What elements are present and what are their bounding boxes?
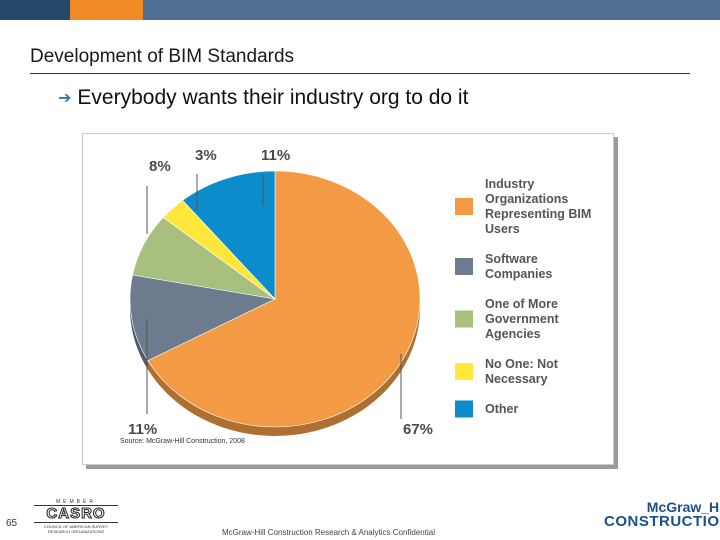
mcgraw-hill-logo: McGraw_Hill CONSTRUCTION: [604, 500, 720, 530]
casro-wordmark: CASRO: [34, 505, 118, 523]
legend-label: Companies: [485, 267, 552, 281]
bullet-item: ➔ Everybody wants their industry org to …: [58, 86, 468, 110]
legend-swatch: [455, 258, 473, 275]
legend-swatch: [455, 363, 473, 380]
casro-member-text: MEMBER: [56, 499, 96, 505]
pie-slice: [147, 170, 421, 428]
title-divider: [30, 73, 690, 74]
pie-chart: 67%11%8%3% 11%Source: McGraw-Hill Constru…: [120, 147, 591, 445]
percent-label: 67%: [403, 421, 433, 438]
slide-title: Development of BIM Standards: [30, 46, 295, 67]
mcgraw-hill-logo-line1: McGraw_Hill: [646, 499, 720, 515]
top-bar-segment-3: [143, 0, 720, 20]
percent-label: 11%: [128, 421, 157, 438]
mcgraw-hill-logo-line2: CONSTRUCTION: [604, 513, 720, 530]
legend-label: Users: [485, 222, 520, 236]
pie-slice: [182, 170, 276, 300]
percent-label: 11%: [261, 147, 290, 164]
legend-label: Organizations: [485, 192, 568, 206]
legend-label: Government: [485, 312, 559, 326]
legend-label: Necessary: [485, 372, 548, 386]
legend-label: No One: Not: [485, 357, 559, 371]
legend-label: Other: [485, 402, 518, 416]
top-bar-segment-2: [70, 0, 143, 20]
legend-swatch: [455, 310, 473, 328]
legend-label: Agencies: [485, 327, 541, 341]
chart-source-note: Source: McGraw-Hill Construction, 2008: [120, 438, 245, 445]
casro-logo: MEMBER CASRO COUNCIL OF AMERICAN SURVEY …: [34, 499, 118, 535]
pie-chart-frame: 67% 11% 8% 3% 11% Source: McGraw-Hill Constru…: [82, 133, 614, 465]
legend-swatch: [455, 198, 473, 215]
top-color-bar: [0, 0, 720, 20]
casro-subtitle: COUNCIL OF AMERICAN SURVEY RESEARCH ORGA…: [43, 524, 108, 534]
top-bar-segment-1: [0, 0, 70, 20]
legend-label: One of More: [485, 297, 558, 311]
percent-label: 3%: [195, 147, 217, 164]
footer-confidential: McGraw-Hill Construction Research & Anal…: [222, 528, 435, 537]
pie-slice: [129, 274, 276, 362]
legend-swatch: [455, 400, 473, 418]
bullet-text: Everybody wants their industry org to do…: [77, 86, 469, 109]
slide-number: 65: [6, 518, 18, 529]
legend-label: Representing BIM: [485, 207, 591, 221]
legend-label: Software: [485, 252, 538, 266]
legend-label: Industry: [485, 177, 534, 191]
right-arrow-icon: ➔: [58, 90, 72, 107]
percent-label: 8%: [149, 158, 171, 175]
